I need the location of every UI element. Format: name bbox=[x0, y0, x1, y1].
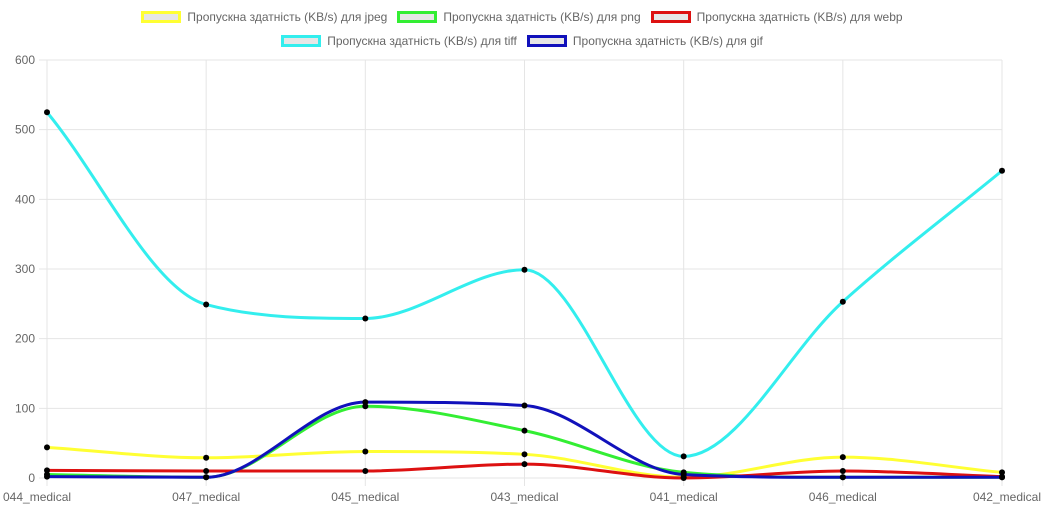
data-point-webp[interactable] bbox=[44, 467, 50, 474]
x-tick-label: 046_medical bbox=[809, 490, 877, 504]
chart-grid bbox=[39, 59, 1003, 486]
data-point-gif[interactable] bbox=[521, 402, 528, 409]
chart-legend: Пропускна здатність (KB/s) для jpeg Проп… bbox=[0, 6, 1044, 54]
legend-label-png: Пропускна здатність (KB/s) для png bbox=[443, 10, 641, 24]
y-tick-label: 600 bbox=[15, 53, 35, 67]
legend-item-gif[interactable]: Пропускна здатність (KB/s) для gif bbox=[526, 34, 763, 48]
y-tick-label: 500 bbox=[15, 123, 35, 137]
legend-label-tiff: Пропускна здатність (KB/s) для tiff bbox=[327, 34, 517, 48]
data-point-webp[interactable] bbox=[839, 468, 846, 475]
data-point-tiff[interactable] bbox=[362, 315, 369, 322]
legend-swatch-png bbox=[397, 11, 438, 23]
legend-item-png[interactable]: Пропускна здатність (KB/s) для png bbox=[397, 10, 641, 24]
y-tick-label: 300 bbox=[15, 262, 35, 276]
data-point-gif[interactable] bbox=[999, 474, 1005, 481]
legend-item-jpeg[interactable]: Пропускна здатність (KB/s) для jpeg bbox=[141, 10, 387, 24]
x-tick-label: 043_medical bbox=[490, 490, 558, 504]
y-tick-label: 0 bbox=[28, 471, 35, 485]
legend-item-webp[interactable]: Пропускна здатність (KB/s) для webp bbox=[650, 10, 903, 24]
legend-row-1: Пропускна здатність (KB/s) для jpeg Проп… bbox=[0, 6, 1044, 28]
data-point-jpeg[interactable] bbox=[44, 444, 50, 451]
data-point-gif[interactable] bbox=[839, 474, 846, 481]
x-tick-label: 042_medical bbox=[973, 490, 1041, 504]
data-point-gif[interactable] bbox=[362, 399, 369, 406]
data-point-jpeg[interactable] bbox=[362, 448, 369, 455]
data-point-tiff[interactable] bbox=[999, 167, 1005, 174]
data-point-jpeg[interactable] bbox=[521, 451, 528, 458]
data-point-tiff[interactable] bbox=[839, 298, 846, 305]
x-tick-label: 044_medical bbox=[3, 490, 71, 504]
data-point-tiff[interactable] bbox=[203, 301, 210, 308]
data-point-tiff[interactable] bbox=[680, 453, 687, 460]
data-point-gif[interactable] bbox=[44, 473, 50, 480]
data-point-gif[interactable] bbox=[203, 474, 210, 481]
data-point-tiff[interactable] bbox=[521, 266, 528, 273]
legend-swatch-tiff bbox=[281, 35, 322, 47]
data-point-jpeg[interactable] bbox=[203, 454, 210, 461]
legend-swatch-jpeg bbox=[141, 11, 182, 23]
y-tick-label: 400 bbox=[15, 192, 35, 206]
data-point-webp[interactable] bbox=[521, 461, 528, 468]
chart-points bbox=[44, 109, 1005, 481]
data-point-jpeg[interactable] bbox=[999, 469, 1005, 476]
legend-label-jpeg: Пропускна здатність (KB/s) для jpeg bbox=[187, 10, 388, 24]
data-point-png[interactable] bbox=[521, 427, 528, 434]
y-tick-label: 100 bbox=[15, 401, 35, 415]
legend-swatch-gif bbox=[526, 35, 567, 47]
y-tick-label: 200 bbox=[15, 332, 35, 346]
legend-row-2: Пропускна здатність (KB/s) для tiff Проп… bbox=[0, 30, 1044, 52]
legend-label-gif: Пропускна здатність (KB/s) для gif bbox=[572, 34, 763, 48]
chart-ticks: 0 100 200 300 400 500 600 044_medical 047_medica… bbox=[3, 53, 1041, 504]
data-point-png[interactable] bbox=[362, 403, 369, 410]
data-point-jpeg[interactable] bbox=[839, 454, 846, 461]
legend-item-tiff[interactable]: Пропускна здатність (KB/s) для tiff bbox=[281, 34, 517, 48]
legend-swatch-webp bbox=[650, 11, 691, 23]
x-tick-label: 045_medical bbox=[331, 490, 399, 504]
data-point-webp[interactable] bbox=[203, 468, 210, 475]
data-point-tiff[interactable] bbox=[44, 109, 50, 116]
data-point-gif[interactable] bbox=[680, 471, 687, 478]
legend-label-webp: Пропускна здатність (KB/s) для webp bbox=[696, 10, 903, 24]
data-point-webp[interactable] bbox=[362, 468, 369, 475]
x-tick-label: 047_medical bbox=[172, 490, 240, 504]
x-tick-label: 041_medical bbox=[650, 490, 718, 504]
